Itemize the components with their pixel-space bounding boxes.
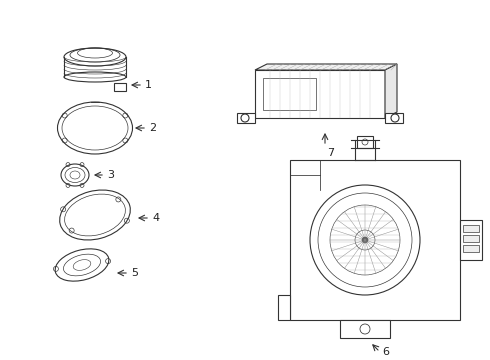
Text: 4: 4 bbox=[152, 213, 159, 223]
Ellipse shape bbox=[61, 164, 89, 186]
Text: 2: 2 bbox=[149, 123, 156, 133]
Text: 6: 6 bbox=[382, 347, 389, 357]
Text: 5: 5 bbox=[131, 268, 138, 278]
FancyBboxPatch shape bbox=[255, 70, 385, 118]
Circle shape bbox=[362, 237, 368, 243]
Ellipse shape bbox=[65, 194, 125, 236]
Polygon shape bbox=[255, 64, 397, 70]
Polygon shape bbox=[385, 113, 403, 123]
Text: 3: 3 bbox=[107, 170, 114, 180]
Polygon shape bbox=[385, 64, 397, 118]
FancyBboxPatch shape bbox=[357, 136, 373, 148]
Ellipse shape bbox=[60, 190, 130, 240]
FancyBboxPatch shape bbox=[463, 225, 479, 232]
Ellipse shape bbox=[65, 167, 85, 183]
FancyBboxPatch shape bbox=[290, 160, 460, 320]
Ellipse shape bbox=[55, 249, 109, 281]
FancyBboxPatch shape bbox=[263, 78, 316, 110]
Polygon shape bbox=[278, 295, 290, 320]
FancyBboxPatch shape bbox=[114, 83, 126, 91]
FancyBboxPatch shape bbox=[340, 320, 390, 338]
Ellipse shape bbox=[73, 260, 91, 270]
Text: 7: 7 bbox=[327, 148, 334, 158]
Polygon shape bbox=[237, 113, 255, 123]
Ellipse shape bbox=[62, 106, 128, 150]
FancyBboxPatch shape bbox=[460, 220, 482, 260]
FancyBboxPatch shape bbox=[463, 245, 479, 252]
FancyBboxPatch shape bbox=[463, 235, 479, 242]
Text: 1: 1 bbox=[145, 80, 152, 90]
Ellipse shape bbox=[57, 102, 132, 154]
Ellipse shape bbox=[64, 254, 100, 276]
Ellipse shape bbox=[70, 171, 80, 179]
